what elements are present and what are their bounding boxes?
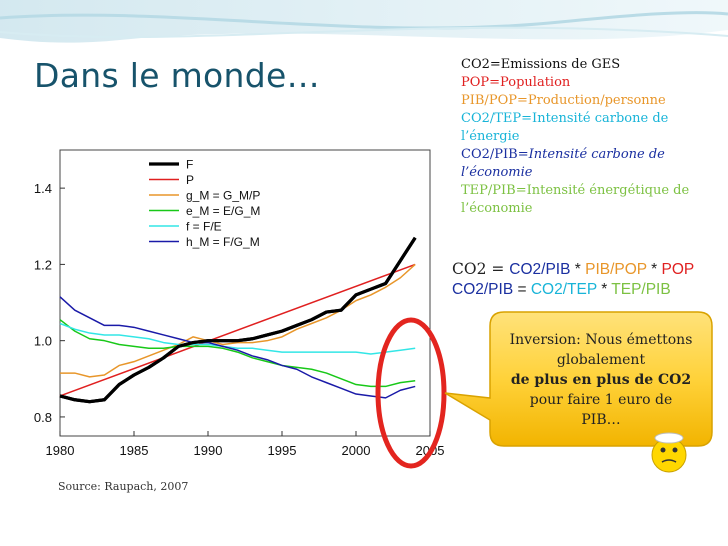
eq2-term-4: * — [596, 281, 612, 298]
legend-label: e_M = E/G_M — [186, 204, 260, 218]
legend-label: f = F/E — [186, 220, 222, 234]
eq1-term-1: CO2 = — [452, 260, 510, 278]
callout-line1: Inversion: Nous émettons globalement — [509, 332, 693, 368]
legend-label: h_M = F/G_M — [186, 235, 260, 249]
y-tick-label: 1.4 — [34, 181, 52, 196]
eq2-term-1: CO2/PIB — [452, 281, 514, 298]
series-line-5 — [59, 322, 416, 355]
x-tick-label: 1980 — [46, 443, 75, 458]
x-tick-label: 1985 — [120, 443, 149, 458]
callout-text: Inversion: Nous émettons globalement de … — [508, 330, 694, 430]
definition-1: CO2=Emissions de GES — [461, 57, 621, 72]
legend-label: F — [186, 158, 193, 172]
definition-2: POP=Population — [461, 75, 571, 90]
x-tick-label: 1990 — [194, 443, 223, 458]
y-tick-label: 0.8 — [34, 410, 52, 425]
legend-label: g_M = G_M/P — [186, 189, 260, 203]
y-tick-label: 1.2 — [34, 257, 52, 272]
eq1-term-6: POP — [661, 261, 695, 278]
eq1-term-2: CO2/PIB — [509, 261, 571, 278]
x-tick-label: 1995 — [268, 443, 297, 458]
definition-rest: Intensité carbone de l’économie — [461, 147, 665, 180]
source-note: Source: Raupach, 2007 — [58, 480, 189, 493]
slide-title: Dans le monde… — [34, 56, 320, 95]
eq1-term-4: PIB/POP — [585, 261, 647, 278]
smiley-icon — [651, 432, 687, 473]
equation-1: CO2 = CO2/PIB * PIB/POP * POP — [452, 260, 694, 279]
eq1-term-3: * — [570, 261, 586, 278]
legend-label: P — [186, 173, 194, 187]
definition-3: PIB/POP=Production/personne — [461, 93, 666, 108]
eq2-term-3: CO2/TEP — [530, 281, 597, 298]
definition-4: CO2/TEP=Intensité carbone de l’énergie — [461, 111, 669, 144]
definition-prefix: CO2/PIB= — [461, 147, 529, 162]
eq1-term-5: * — [646, 261, 662, 278]
highlight-circle — [375, 317, 447, 469]
series-line-F-top — [59, 236, 417, 404]
callout-bubble — [444, 311, 713, 447]
callout-line3: pour faire 1 euro de PIB… — [529, 392, 673, 428]
eq2-term-5: TEP/PIB — [611, 281, 671, 298]
series-line-2 — [59, 263, 416, 397]
series-line-6 — [59, 296, 416, 399]
x-tick-label: 2000 — [342, 443, 371, 458]
plot-frame — [59, 149, 431, 437]
definitions-list: CO2=Emissions de GES POP=Population PIB/PO… — [461, 56, 723, 218]
series-line-4 — [59, 319, 416, 388]
definition-6: TEP/PIB=Intensité énergétique de l’écono… — [461, 183, 690, 216]
equation-2: CO2/PIB = CO2/TEP * TEP/PIB — [452, 281, 671, 299]
definition-5: CO2/PIB=Intensité carbone de l’économie — [461, 146, 723, 182]
callout-bold: de plus en plus de CO2 — [510, 372, 692, 388]
y-tick-label: 1.0 — [34, 334, 52, 349]
eq2-term-2: = — [513, 281, 531, 298]
series-line-3 — [60, 263, 416, 378]
